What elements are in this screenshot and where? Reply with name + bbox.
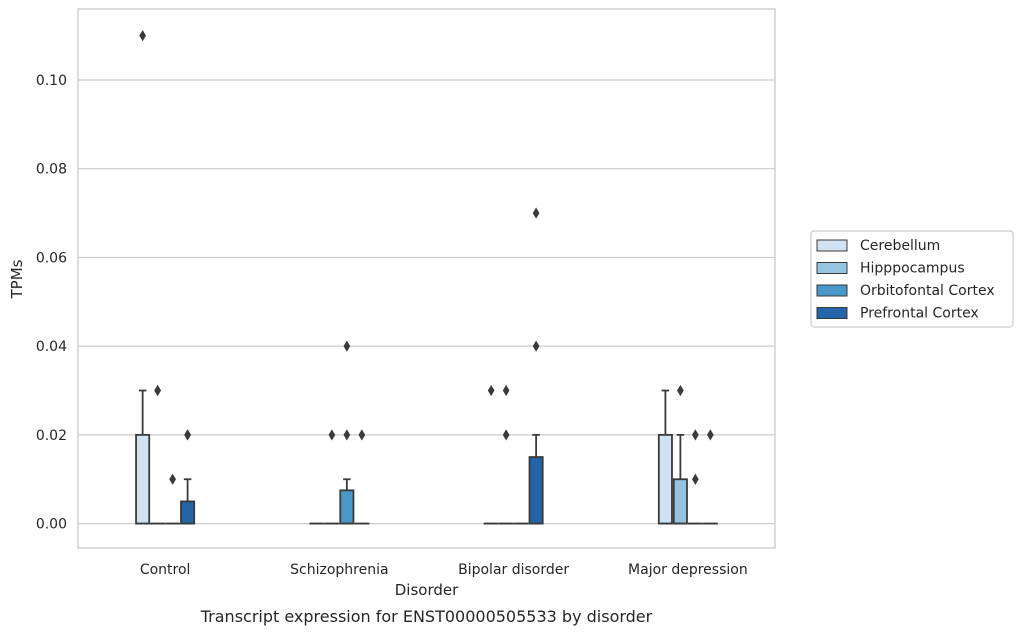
y-tick-label: 0.02 (36, 428, 67, 444)
chart-caption: Transcript expression for ENST0000050553… (200, 607, 653, 626)
y-tick-label: 0.06 (36, 250, 67, 266)
legend-swatch (817, 263, 847, 274)
x-axis-label: Disorder (395, 581, 459, 599)
legend-swatch (817, 240, 847, 251)
legend-swatch (817, 285, 847, 296)
y-tick-label: 0.08 (36, 162, 67, 178)
x-tick-label: Schizophrenia (290, 562, 388, 578)
legend-label: Hipppocampus (860, 261, 965, 277)
legend-label: Cerebellum (860, 238, 940, 254)
box-iqr (659, 435, 672, 524)
legend: Cerebellum Hipppocampus Orbitofontal Corte… (811, 231, 1013, 327)
x-tick-label: Major depression (628, 562, 748, 578)
box-iqr (674, 479, 687, 523)
box-iqr (340, 490, 353, 523)
y-tick-label: 0.10 (36, 73, 67, 89)
y-tick-label: 0.04 (36, 339, 67, 355)
x-tick-label: Control (140, 562, 191, 578)
y-axis-label: TPMs (8, 259, 26, 299)
legend-label: Orbitofontal Cortex (860, 283, 995, 299)
box-iqr (181, 501, 194, 523)
x-tick-labels: Control Schizophrenia Bipolar disorder Majo… (140, 562, 748, 578)
box-iqr (136, 435, 149, 524)
box-iqr (530, 457, 543, 524)
y-tick-label: 0.00 (36, 517, 67, 533)
y-tick-labels: 0.00 0.02 0.04 0.06 0.08 0.10 (36, 73, 67, 533)
legend-label: Prefrontal Cortex (860, 306, 979, 322)
x-tick-label: Bipolar disorder (458, 562, 569, 578)
legend-swatch (817, 308, 847, 319)
